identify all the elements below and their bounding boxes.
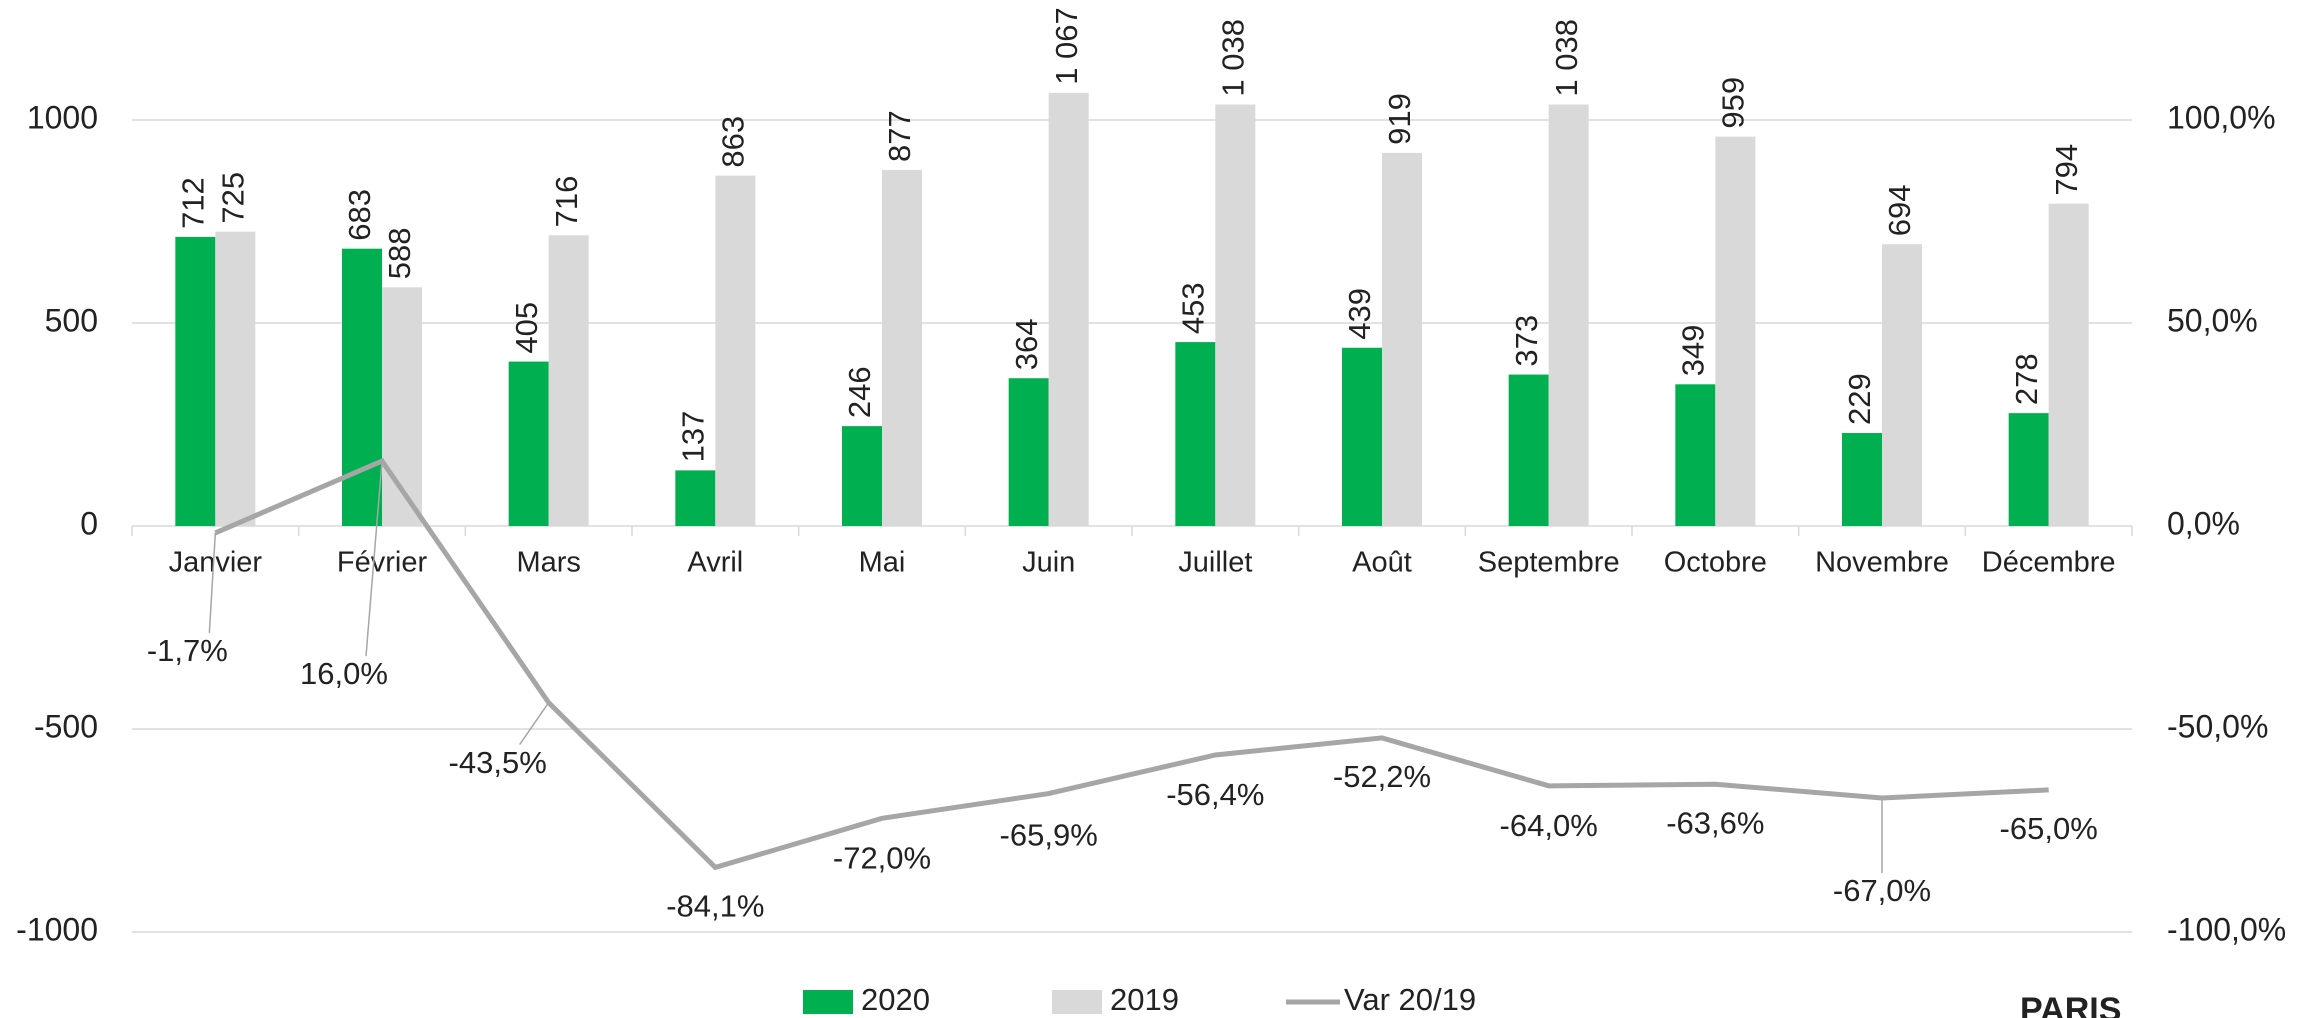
y-tick-label: 0 xyxy=(80,505,98,541)
bar-value-label: 278 xyxy=(2009,353,2044,405)
x-tick-label: Mai xyxy=(859,547,906,579)
x-tick-label: Juin xyxy=(1022,547,1075,579)
x-tick-label: Septembre xyxy=(1478,547,1620,579)
bar xyxy=(1508,374,1549,526)
bar xyxy=(2008,413,2049,526)
bar xyxy=(548,235,589,526)
bar-value-label: 877 xyxy=(882,110,917,162)
bar-value-label: 863 xyxy=(716,116,751,168)
bar-value-label: 694 xyxy=(1882,185,1917,237)
bar xyxy=(2048,203,2089,527)
bar-value-label: 349 xyxy=(1676,325,1711,377)
line-value-label: -67,0% xyxy=(1833,873,1931,908)
x-tick-label: Octobre xyxy=(1664,547,1767,579)
bar xyxy=(882,169,922,527)
bar-value-label: 716 xyxy=(549,176,584,228)
x-tick-label: Août xyxy=(1352,547,1412,579)
bar xyxy=(1342,347,1382,526)
line-value-label: -65,9% xyxy=(1000,818,1098,853)
bar xyxy=(175,236,216,527)
line-value-label: 16,0% xyxy=(300,656,388,691)
bar-value-label: 683 xyxy=(342,189,377,241)
bar-value-label: 712 xyxy=(176,177,211,229)
y2-tick-label: 0,0% xyxy=(2167,505,2240,541)
bar xyxy=(1215,104,1256,527)
line-value-label: -64,0% xyxy=(1500,808,1598,843)
bar xyxy=(1382,152,1422,527)
line-value-label: -52,2% xyxy=(1333,759,1431,794)
y-tick-label: 500 xyxy=(45,302,98,338)
logo: PARIS xyxy=(2020,991,2121,1018)
bar xyxy=(215,231,256,526)
line-value-label: -65,0% xyxy=(2000,811,2098,846)
bar xyxy=(1675,384,1716,526)
bar xyxy=(1548,104,1589,527)
line-value-label: -72,0% xyxy=(833,841,931,876)
bar xyxy=(1715,136,1756,526)
bar xyxy=(1175,342,1216,526)
line-value-label: -63,6% xyxy=(1666,805,1764,840)
y-tick-label: -1000 xyxy=(16,911,98,947)
bar-value-label: 919 xyxy=(1382,93,1417,145)
y-tick-label: 1000 xyxy=(27,99,98,135)
bar xyxy=(1008,378,1049,526)
x-tick-label: Janvier xyxy=(169,547,263,579)
bar-value-label: 1 038 xyxy=(1549,19,1584,97)
bar-value-label: 1 038 xyxy=(1216,19,1251,97)
bar xyxy=(1048,92,1089,526)
x-tick-label: Décembre xyxy=(1982,547,2116,579)
bar-value-label: 405 xyxy=(509,302,544,354)
bar-value-label: 439 xyxy=(1342,288,1377,340)
bar xyxy=(1842,433,1882,526)
leader-line xyxy=(208,532,217,633)
bar xyxy=(342,248,382,526)
y2-tick-label: -50,0% xyxy=(2167,708,2268,744)
legend-label: 2019 xyxy=(1110,982,1179,1017)
x-tick-label: Novembre xyxy=(1815,547,1949,579)
x-tick-label: Juillet xyxy=(1178,547,1252,579)
y2-tick-label: 100,0% xyxy=(2167,99,2276,135)
bar xyxy=(675,470,716,526)
x-tick-label: Avril xyxy=(687,547,743,579)
bar-value-label: 373 xyxy=(1509,315,1544,367)
y2-tick-label: -100,0% xyxy=(2167,911,2286,947)
leader-line xyxy=(519,702,550,746)
legend-label: Var 20/19 xyxy=(1344,982,1476,1017)
line xyxy=(214,457,2049,871)
bar-value-label: 246 xyxy=(842,366,877,418)
bar xyxy=(508,361,549,526)
line-value-label: -84,1% xyxy=(666,889,764,924)
bar-value-label: 959 xyxy=(1716,77,1751,129)
bar-value-label: 588 xyxy=(382,228,417,280)
bar-value-label: 725 xyxy=(216,172,251,224)
legend-swatch xyxy=(803,990,853,1014)
bar-value-label: 229 xyxy=(1842,373,1877,425)
bar-value-label: 794 xyxy=(2049,144,2084,196)
legend-swatch xyxy=(1052,990,1102,1014)
bar xyxy=(842,426,882,526)
line-value-label: -43,5% xyxy=(449,745,547,780)
bar xyxy=(1882,244,1922,526)
bar-value-label: 1 067 xyxy=(1049,7,1084,85)
legend-label: 2020 xyxy=(861,982,930,1017)
x-tick-label: Février xyxy=(337,547,428,579)
bar-value-label: 364 xyxy=(1009,318,1044,370)
bar xyxy=(715,175,756,526)
line-value-label: -1,7% xyxy=(147,633,228,668)
leader-line xyxy=(365,460,383,657)
bar-value-label: 453 xyxy=(1176,282,1211,334)
line-value-label: -56,4% xyxy=(1166,777,1264,812)
x-tick-label: Mars xyxy=(516,547,580,579)
y2-tick-label: 50,0% xyxy=(2167,302,2258,338)
bar-value-label: 137 xyxy=(676,411,711,463)
y-tick-label: -500 xyxy=(34,708,98,744)
